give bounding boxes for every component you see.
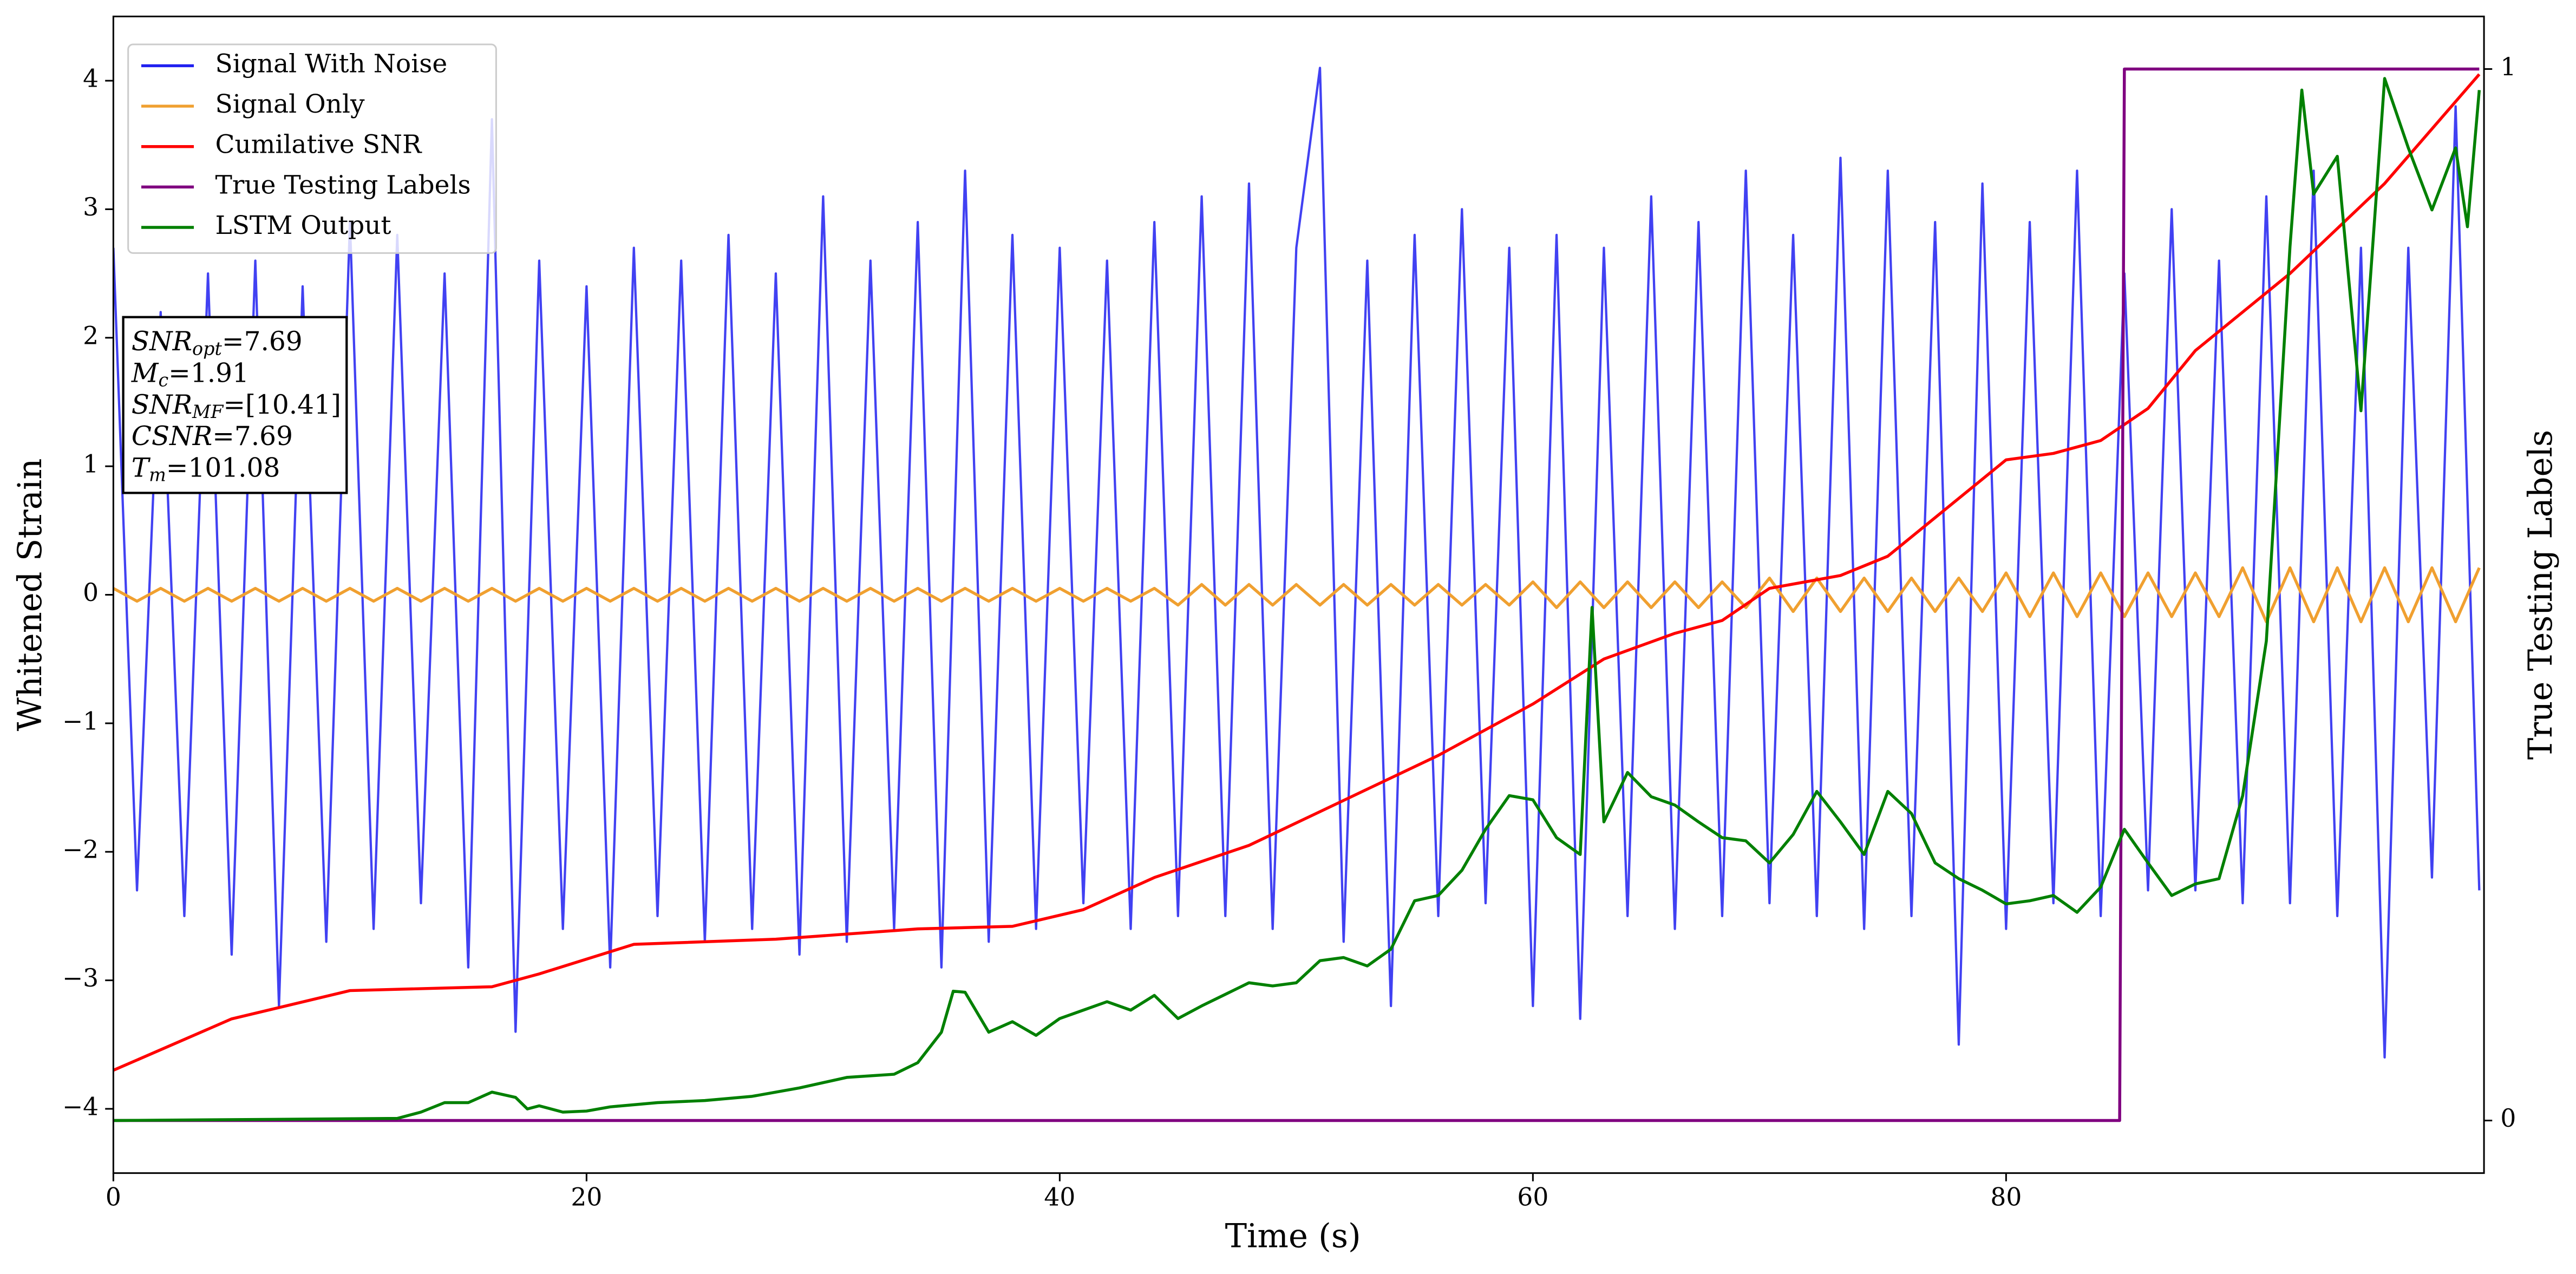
annotation-main: M (131, 358, 159, 388)
annotation-main: SNR (132, 389, 192, 420)
y-tick-label: 0 (83, 578, 99, 607)
y-tick-label: −3 (62, 964, 99, 992)
x-tick-label: 0 (106, 1183, 121, 1212)
annotation-line: SNRopt=7.69 (132, 326, 303, 360)
annotation-box (122, 316, 348, 494)
annotation-sub: c (158, 370, 168, 391)
annotation-sub: MF (192, 401, 224, 422)
annotation-main: T (132, 453, 151, 483)
annotation-sub: opt (192, 338, 222, 359)
annotation-rest: =101.08 (166, 453, 280, 483)
y-tick-label: 4 (83, 64, 99, 93)
annotation-main: SNR (132, 326, 192, 357)
annotation-sub: m (149, 464, 166, 485)
x-axis-title: Time (s) (1225, 1218, 1361, 1256)
annotation-rest: =1.91 (168, 358, 249, 388)
annotation-line: CSNR=7.69 (132, 421, 293, 452)
y2-tick-label: 1 (2500, 53, 2516, 81)
legend-box (127, 43, 497, 254)
legend-label: True Testing Labels (215, 170, 471, 200)
annotation-rest: =7.69 (222, 326, 303, 357)
series-line (113, 566, 2481, 624)
y2-tick-label: 0 (2500, 1104, 2516, 1133)
annotation: SNRopt=7.69Mc=1.91SNRMF=[10.41]CSNR=7.69… (122, 316, 348, 494)
y-tick-label: −2 (62, 835, 99, 864)
y-tick-label: −4 (62, 1092, 99, 1121)
annotation-line: Tm=101.08 (132, 453, 280, 486)
y-tick-label: 3 (83, 193, 99, 221)
y-tick-label: 1 (83, 450, 99, 479)
series-line (113, 73, 2481, 1072)
series-line (113, 67, 2481, 1059)
y-axis-title: Whitened Strain (11, 459, 49, 731)
x-tick-label: 80 (1990, 1183, 2022, 1212)
legend: Signal With Noise Signal Only Cumilative S… (127, 43, 497, 254)
y-tick-label: 2 (83, 321, 99, 350)
y-tick-label: −1 (62, 707, 99, 735)
annotation-rest: =7.69 (212, 421, 293, 452)
plot-area (113, 67, 2481, 1122)
annotation-rest: =[10.41] (223, 389, 341, 420)
legend-label: LSTM Output (215, 211, 391, 240)
legend-label: Cumilative SNR (215, 130, 423, 160)
series-line (113, 77, 2481, 1122)
annotation-line: SNRMF=[10.41] (132, 389, 341, 422)
legend-label: Signal With Noise (215, 49, 448, 79)
x-tick-label: 40 (1044, 1183, 1075, 1212)
x-tick-label: 20 (571, 1183, 602, 1212)
series-line (113, 67, 2480, 1122)
annotation-line: Mc=1.91 (131, 358, 249, 391)
y2-axis-title: True Testing Labels (2522, 430, 2560, 760)
annotation-main: CSNR (132, 421, 212, 452)
x-tick-label: 60 (1517, 1183, 1548, 1212)
legend-label: Signal Only (215, 89, 365, 119)
